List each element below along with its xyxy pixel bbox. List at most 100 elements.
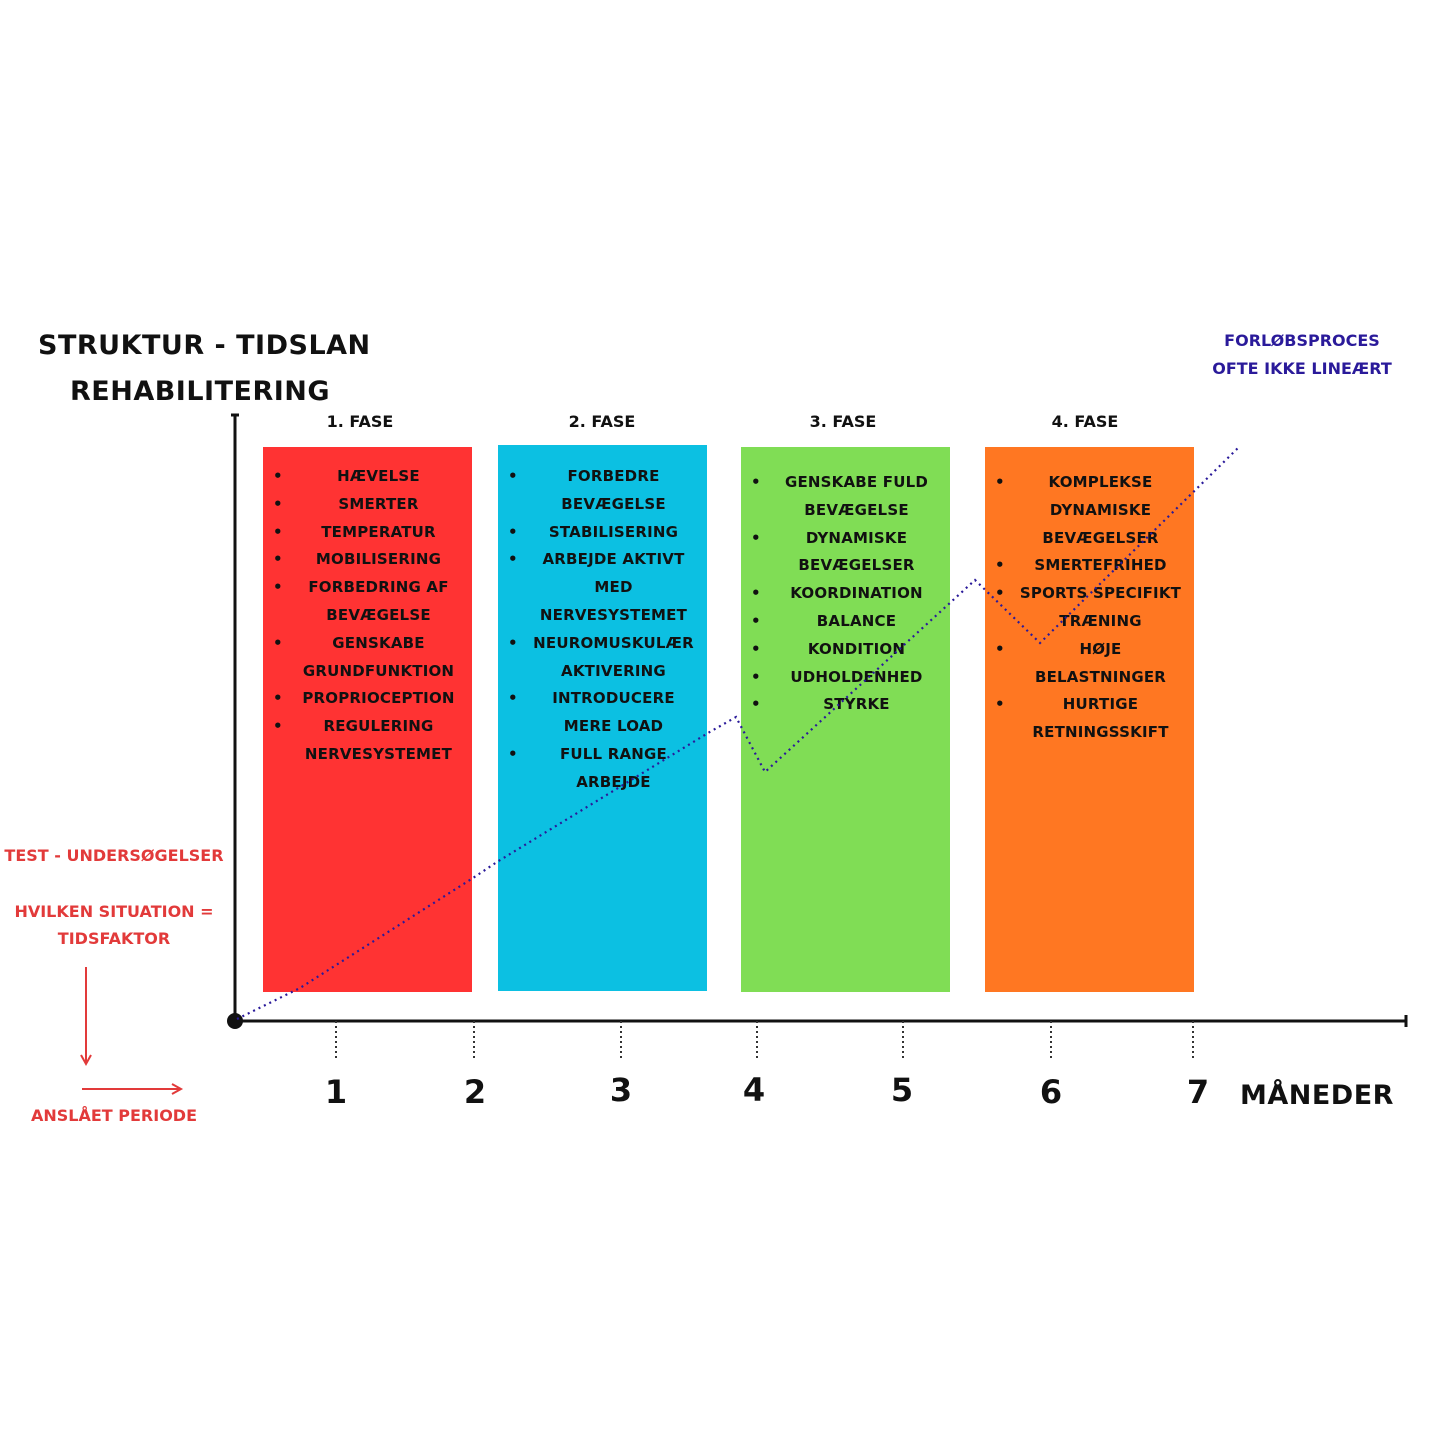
bullet-icon: •: [273, 550, 283, 569]
bullet-icon: •: [273, 689, 283, 708]
phase-2-item: • STABILISERING: [498, 519, 707, 547]
tick-label-2: 2: [463, 1073, 487, 1111]
phase-4-item: • HURTIGE RETNINGSSKIFT: [985, 691, 1194, 747]
process-note: FORLØBSPROCES OFTE IKKE LINEÆRT: [1192, 327, 1412, 383]
phase-1-item: • REGULERING NERVESYSTEMET: [263, 713, 472, 769]
tick-label-7: 7: [1186, 1073, 1210, 1111]
bullet-icon: •: [995, 584, 1005, 603]
tick-label-3: 3: [609, 1071, 633, 1109]
phase-item-text: NEUROMUSKULÆR: [533, 633, 694, 652]
phase-1-item: • MOBILISERING: [263, 546, 472, 574]
phase-item-text: UDHOLDENHED: [790, 667, 923, 686]
phase-item-text: BEVÆGELSE: [326, 605, 431, 624]
bullet-icon: •: [995, 556, 1005, 575]
bullet-icon: •: [751, 528, 761, 547]
phase-item-text: FORBEDRE: [567, 467, 660, 485]
bullet-icon: •: [751, 667, 761, 686]
phase-1-item: • HÆVELSE: [263, 463, 472, 491]
bullet-icon: •: [751, 695, 761, 714]
phase-item-text: MERE LOAD: [563, 717, 664, 736]
phase-item-text: INTRODUCERE: [552, 689, 675, 708]
bullet-icon: •: [751, 584, 761, 603]
tick-label-5: 5: [890, 1071, 914, 1109]
phase-item-text: ARBEJDE AKTIVT: [542, 550, 685, 569]
phase-item-text: STYRKE: [823, 695, 890, 714]
bullet-icon: •: [508, 522, 518, 541]
phase-item-text: HURTIGE: [1062, 695, 1139, 714]
phase-item-text: KONDITION: [807, 639, 906, 658]
phase-item-text: MOBILISERING: [315, 550, 442, 569]
situation-note-line-1: HVILKEN SITUATION =: [14, 902, 214, 921]
bullet-icon: •: [508, 633, 518, 652]
process-note-line-1: FORLØBSPROCES: [1224, 331, 1380, 350]
phase-4-item: • HØJE BELASTNINGER: [985, 636, 1194, 692]
phase-item-text: DYNAMISKE: [1049, 500, 1152, 519]
phase-2-item: • FULL RANGE ARBEJDE: [498, 741, 707, 797]
bullet-icon: •: [508, 744, 518, 763]
phase-3-item: • DYNAMISKE BEVÆGELSER: [741, 525, 950, 581]
phase-3-item: • GENSKABE FULD BEVÆGELSE: [741, 469, 950, 525]
bullet-icon: •: [273, 633, 283, 652]
phase-item-text: BEVÆGELSER: [1042, 528, 1159, 547]
bullet-icon: •: [273, 467, 283, 485]
phase-4-item: • KOMPLEKSE DYNAMISKE BEVÆGELSER: [985, 469, 1194, 552]
bullet-icon: •: [508, 550, 518, 569]
phase-item-text: FULL RANGE: [559, 744, 668, 763]
bullet-icon: •: [751, 473, 761, 491]
phase-item-text: PROPRIOCEPTION: [302, 689, 455, 708]
bullet-icon: •: [273, 522, 283, 541]
phase-item-text: HØJE: [1079, 639, 1122, 658]
right-arrow-head: [171, 1083, 184, 1095]
phase-item-text: GENSKABE FULD: [784, 473, 929, 491]
phase-3-label: 3. FASE: [809, 412, 877, 431]
phase-2-item: • INTRODUCERE MERE LOAD: [498, 685, 707, 741]
phase-item-text: BEVÆGELSER: [798, 556, 915, 575]
phase-item-text: TRÆNING: [1059, 611, 1142, 630]
phase-item-text: RETNINGSSKIFT: [1032, 723, 1169, 742]
phase-item-text: BEVÆGELSE: [804, 500, 909, 519]
phase-item-text: BEVÆGELSE: [561, 494, 666, 513]
phase-item-text: TEMPERATUR: [321, 522, 436, 541]
phase-3-box: • GENSKABE FULD BEVÆGELSE • DYNAMISKE BEVÆGEL…: [741, 447, 950, 992]
phase-1-item: • SMERTER: [263, 491, 472, 519]
phase-4-item: • SPORTS SPECIFIKT TRÆNING: [985, 580, 1194, 636]
phase-item-text: FORBEDRING AF: [308, 578, 449, 597]
phase-2-item: • NEUROMUSKULÆR AKTIVERING: [498, 630, 707, 686]
phase-item-text: REGULERING: [323, 717, 434, 736]
phase-item-text: HÆVELSE: [337, 467, 420, 485]
phase-4-box: • KOMPLEKSE DYNAMISKE BEVÆGELSER • SMERTEFRIH…: [985, 447, 1194, 992]
bullet-icon: •: [751, 611, 761, 630]
phase-item-text: STABILISERING: [548, 522, 679, 541]
bullet-icon: •: [751, 639, 761, 658]
bullet-icon: •: [273, 494, 283, 513]
situation-note-line-2: TIDSFAKTOR: [57, 929, 171, 948]
bullet-icon: •: [273, 717, 283, 736]
bullet-icon: •: [995, 473, 1005, 491]
phase-item-text: ARBEJDE: [576, 772, 651, 791]
phase-item-text: SMERTER: [338, 494, 419, 513]
down-arrow-head: [80, 1054, 92, 1067]
bullet-icon: •: [508, 689, 518, 708]
origin-dot: [227, 1013, 243, 1029]
process-note-line-2: OFTE IKKE LINEÆRT: [1212, 359, 1392, 378]
phase-3-item: • UDHOLDENHED: [741, 664, 950, 692]
phase-1-box: • HÆVELSE • SMERTER • TEMPERATUR • MOBILISERING…: [263, 447, 472, 992]
phase-item-text: NERVESYSTEMET: [539, 605, 688, 624]
phase-item-text: GRUNDFUNKTION: [302, 661, 455, 680]
bullet-icon: •: [995, 695, 1005, 714]
tick-label-4: 4: [742, 1071, 766, 1109]
phase-item-text: DYNAMISKE: [805, 528, 908, 547]
phase-item-text: NERVESYSTEMET: [304, 744, 453, 763]
phase-3-item: • KOORDINATION: [741, 580, 950, 608]
phase-2-item: • ARBEJDE AKTIVT MED NERVESYSTEMET: [498, 546, 707, 629]
title-line-2: REHABILITERING: [70, 376, 331, 407]
phase-item-text: SMERTEFRIHED: [1034, 556, 1167, 575]
title-line-1: STRUKTUR - TIDSLAN: [38, 330, 371, 361]
phase-3-item: • STYRKE: [741, 691, 950, 719]
phase-1-item: • FORBEDRING AF BEVÆGELSE: [263, 574, 472, 630]
phase-1-item: • TEMPERATUR: [263, 519, 472, 547]
phase-item-text: SPORTS SPECIFIKT: [1019, 584, 1182, 603]
estimated-period-note: ANSLÅET PERIODE: [30, 1106, 198, 1125]
phase-2-label: 2. FASE: [568, 412, 636, 431]
